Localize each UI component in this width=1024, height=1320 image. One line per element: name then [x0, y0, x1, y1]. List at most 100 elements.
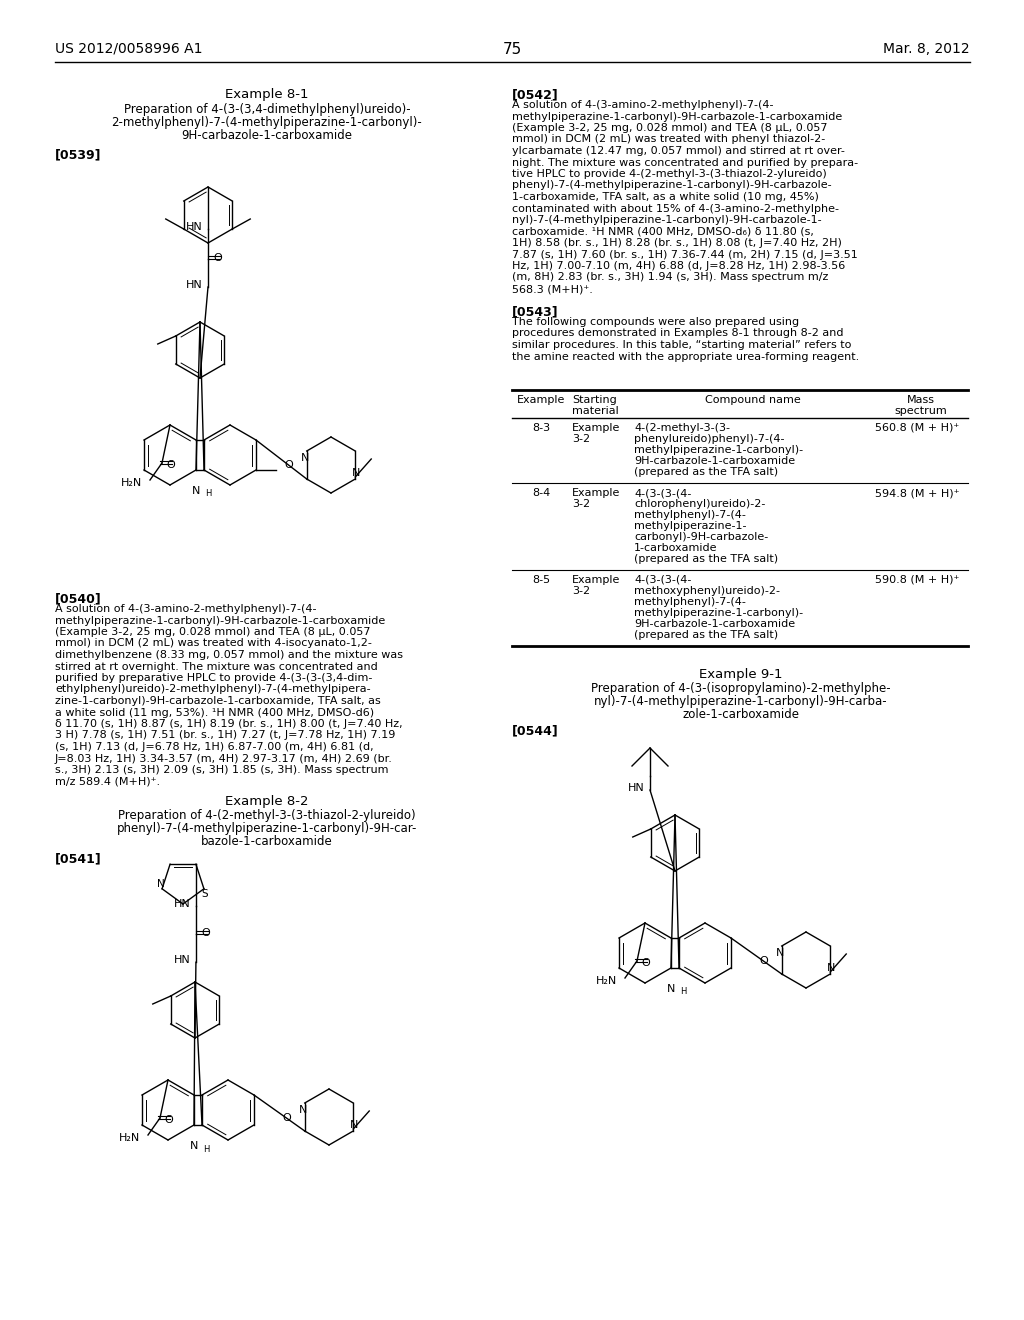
Text: the amine reacted with the appropriate urea-forming reagent.: the amine reacted with the appropriate u… — [512, 351, 859, 362]
Text: O: O — [164, 1115, 173, 1125]
Text: Starting: Starting — [572, 395, 616, 405]
Text: phenylureido)phenyl)-7-(4-: phenylureido)phenyl)-7-(4- — [634, 434, 784, 444]
Text: Compound name: Compound name — [705, 395, 801, 405]
Text: H₂N: H₂N — [596, 975, 617, 986]
Text: nyl)-7-(4-methylpiperazine-1-carbonyl)-9H-carba-: nyl)-7-(4-methylpiperazine-1-carbonyl)-9… — [594, 696, 888, 708]
Text: methylphenyl)-7-(4-: methylphenyl)-7-(4- — [634, 510, 745, 520]
Text: methylpiperazine-1-carbonyl)-9H-carbazole-1-carboxamide: methylpiperazine-1-carbonyl)-9H-carbazol… — [55, 615, 385, 626]
Text: Example 8-1: Example 8-1 — [225, 88, 309, 102]
Text: H: H — [680, 987, 686, 997]
Text: phenyl)-7-(4-methylpiperazine-1-carbonyl)-9H-car-: phenyl)-7-(4-methylpiperazine-1-carbonyl… — [117, 822, 417, 836]
Text: mmol) in DCM (2 mL) was treated with phenyl thiazol-2-: mmol) in DCM (2 mL) was treated with phe… — [512, 135, 825, 144]
Text: 560.8 (M + H)⁺: 560.8 (M + H)⁺ — [874, 422, 959, 433]
Text: [0539]: [0539] — [55, 148, 101, 161]
Text: 2-methylphenyl)-7-(4-methylpiperazine-1-carbonyl)-: 2-methylphenyl)-7-(4-methylpiperazine-1-… — [112, 116, 422, 129]
Text: contaminated with about 15% of 4-(3-amino-2-methylphe-: contaminated with about 15% of 4-(3-amin… — [512, 203, 839, 214]
Text: Mar. 8, 2012: Mar. 8, 2012 — [884, 42, 970, 55]
Text: methylpiperazine-1-carbonyl)-: methylpiperazine-1-carbonyl)- — [634, 609, 803, 618]
Text: 3-2: 3-2 — [572, 499, 590, 510]
Text: 3-2: 3-2 — [572, 586, 590, 597]
Text: δ 11.70 (s, 1H) 8.87 (s, 1H) 8.19 (br. s., 1H) 8.00 (t, J=7.40 Hz,: δ 11.70 (s, 1H) 8.87 (s, 1H) 8.19 (br. s… — [55, 719, 402, 729]
Text: 8-5: 8-5 — [531, 576, 550, 585]
Text: Example: Example — [517, 395, 565, 405]
Text: tive HPLC to provide 4-(2-methyl-3-(3-thiazol-2-ylureido): tive HPLC to provide 4-(2-methyl-3-(3-th… — [512, 169, 826, 180]
Text: O: O — [285, 459, 293, 470]
Text: stirred at rt overnight. The mixture was concentrated and: stirred at rt overnight. The mixture was… — [55, 661, 378, 672]
Text: [0541]: [0541] — [55, 851, 101, 865]
Text: Hz, 1H) 7.00-7.10 (m, 4H) 6.88 (d, J=8.28 Hz, 1H) 2.98-3.56: Hz, 1H) 7.00-7.10 (m, 4H) 6.88 (d, J=8.2… — [512, 261, 845, 271]
Text: carboxamide. ¹H NMR (400 MHz, DMSO-d₆) δ 11.80 (s,: carboxamide. ¹H NMR (400 MHz, DMSO-d₆) δ… — [512, 227, 814, 236]
Text: 3 H) 7.78 (s, 1H) 7.51 (br. s., 1H) 7.27 (t, J=7.78 Hz, 1H) 7.19: 3 H) 7.78 (s, 1H) 7.51 (br. s., 1H) 7.27… — [55, 730, 395, 741]
Text: [0542]: [0542] — [512, 88, 559, 102]
Text: (prepared as the TFA salt): (prepared as the TFA salt) — [634, 630, 778, 640]
Text: 9H-carbazole-1-carboxamide: 9H-carbazole-1-carboxamide — [181, 129, 352, 143]
Text: O: O — [166, 459, 175, 470]
Text: N: N — [158, 879, 165, 888]
Text: H: H — [203, 1144, 209, 1154]
Text: methylpiperazine-1-: methylpiperazine-1- — [634, 521, 746, 531]
Text: H: H — [205, 490, 211, 499]
Text: N: N — [299, 1105, 307, 1115]
Text: Example: Example — [572, 488, 621, 498]
Text: 4-(2-methyl-3-(3-: 4-(2-methyl-3-(3- — [634, 422, 730, 433]
Text: H₂N: H₂N — [119, 1133, 140, 1143]
Text: methylphenyl)-7-(4-: methylphenyl)-7-(4- — [634, 597, 745, 607]
Text: 4-(3-(3-(4-: 4-(3-(3-(4- — [634, 488, 691, 498]
Text: 8-3: 8-3 — [531, 422, 550, 433]
Text: material: material — [572, 407, 618, 416]
Text: Example 9-1: Example 9-1 — [699, 668, 782, 681]
Text: N: N — [191, 486, 200, 496]
Text: O: O — [641, 958, 650, 968]
Text: spectrum: spectrum — [894, 407, 947, 416]
Text: HN: HN — [629, 783, 645, 793]
Text: (s, 1H) 7.13 (d, J=6.78 Hz, 1H) 6.87-7.00 (m, 4H) 6.81 (d,: (s, 1H) 7.13 (d, J=6.78 Hz, 1H) 6.87-7.0… — [55, 742, 374, 752]
Text: chlorophenyl)ureido)-2-: chlorophenyl)ureido)-2- — [634, 499, 765, 510]
Text: The following compounds were also prepared using: The following compounds were also prepar… — [512, 317, 799, 327]
Text: O: O — [760, 956, 768, 966]
Text: 3-2: 3-2 — [572, 434, 590, 444]
Text: 1-carboxamide: 1-carboxamide — [634, 543, 718, 553]
Text: methylpiperazine-1-carbonyl)-9H-carbazole-1-carboxamide: methylpiperazine-1-carbonyl)-9H-carbazol… — [512, 111, 843, 121]
Text: A solution of 4-(3-amino-2-methylphenyl)-7-(4-: A solution of 4-(3-amino-2-methylphenyl)… — [55, 605, 316, 614]
Text: zole-1-carboxamide: zole-1-carboxamide — [683, 708, 800, 721]
Text: N: N — [350, 1119, 358, 1130]
Text: phenyl)-7-(4-methylpiperazine-1-carbonyl)-9H-carbazole-: phenyl)-7-(4-methylpiperazine-1-carbonyl… — [512, 181, 831, 190]
Text: Example: Example — [572, 422, 621, 433]
Text: N: N — [827, 964, 836, 973]
Text: O: O — [283, 1113, 291, 1123]
Text: 8-4: 8-4 — [531, 488, 550, 498]
Text: ethylphenyl)ureido)-2-methylphenyl)-7-(4-methylpipera-: ethylphenyl)ureido)-2-methylphenyl)-7-(4… — [55, 685, 371, 694]
Text: similar procedures. In this table, “starting material” refers to: similar procedures. In this table, “star… — [512, 341, 851, 350]
Text: 9H-carbazole-1-carboxamide: 9H-carbazole-1-carboxamide — [634, 455, 795, 466]
Text: (prepared as the TFA salt): (prepared as the TFA salt) — [634, 467, 778, 477]
Text: Mass: Mass — [906, 395, 935, 405]
Text: purified by preparative HPLC to provide 4-(3-(3-(3,4-dim-: purified by preparative HPLC to provide … — [55, 673, 373, 682]
Text: Preparation of 4-(3-(3,4-dimethylphenyl)ureido)-: Preparation of 4-(3-(3,4-dimethylphenyl)… — [124, 103, 411, 116]
Text: mmol) in DCM (2 mL) was treated with 4-isocyanato-1,2-: mmol) in DCM (2 mL) was treated with 4-i… — [55, 639, 372, 648]
Text: (prepared as the TFA salt): (prepared as the TFA salt) — [634, 554, 778, 564]
Text: (m, 8H) 2.83 (br. s., 3H) 1.94 (s, 3H). Mass spectrum m/z: (m, 8H) 2.83 (br. s., 3H) 1.94 (s, 3H). … — [512, 272, 828, 282]
Text: [0540]: [0540] — [55, 591, 101, 605]
Text: Example 8-2: Example 8-2 — [225, 795, 309, 808]
Text: 1H) 8.58 (br. s., 1H) 8.28 (br. s., 1H) 8.08 (t, J=7.40 Hz, 2H): 1H) 8.58 (br. s., 1H) 8.28 (br. s., 1H) … — [512, 238, 842, 248]
Text: US 2012/0058996 A1: US 2012/0058996 A1 — [55, 42, 203, 55]
Text: methoxyphenyl)ureido)-2-: methoxyphenyl)ureido)-2- — [634, 586, 780, 597]
Text: nyl)-7-(4-methylpiperazine-1-carbonyl)-9H-carbazole-1-: nyl)-7-(4-methylpiperazine-1-carbonyl)-9… — [512, 215, 821, 224]
Text: bazole-1-carboxamide: bazole-1-carboxamide — [201, 836, 333, 847]
Text: 9H-carbazole-1-carboxamide: 9H-carbazole-1-carboxamide — [634, 619, 795, 630]
Text: N: N — [301, 453, 309, 463]
Text: Preparation of 4-(3-(isopropylamino)-2-methylphe-: Preparation of 4-(3-(isopropylamino)-2-m… — [591, 682, 891, 696]
Text: (Example 3-2, 25 mg, 0.028 mmol) and TEA (8 μL, 0.057: (Example 3-2, 25 mg, 0.028 mmol) and TEA… — [55, 627, 371, 638]
Text: night. The mixture was concentrated and purified by prepara-: night. The mixture was concentrated and … — [512, 157, 858, 168]
Text: s., 3H) 2.13 (s, 3H) 2.09 (s, 3H) 1.85 (s, 3H). Mass spectrum: s., 3H) 2.13 (s, 3H) 2.09 (s, 3H) 1.85 (… — [55, 766, 388, 775]
Text: H₂N: H₂N — [121, 478, 142, 488]
Text: S: S — [202, 888, 208, 899]
Text: [0543]: [0543] — [512, 305, 559, 318]
Text: A solution of 4-(3-amino-2-methylphenyl)-7-(4-: A solution of 4-(3-amino-2-methylphenyl)… — [512, 100, 773, 110]
Text: 4-(3-(3-(4-: 4-(3-(3-(4- — [634, 576, 691, 585]
Text: O: O — [213, 253, 222, 263]
Text: methylpiperazine-1-carbonyl)-: methylpiperazine-1-carbonyl)- — [634, 445, 803, 455]
Text: a white solid (11 mg, 53%). ¹H NMR (400 MHz, DMSO-d6): a white solid (11 mg, 53%). ¹H NMR (400 … — [55, 708, 374, 718]
Text: 594.8 (M + H)⁺: 594.8 (M + H)⁺ — [874, 488, 959, 498]
Text: procedures demonstrated in Examples 8-1 through 8-2 and: procedures demonstrated in Examples 8-1 … — [512, 329, 844, 338]
